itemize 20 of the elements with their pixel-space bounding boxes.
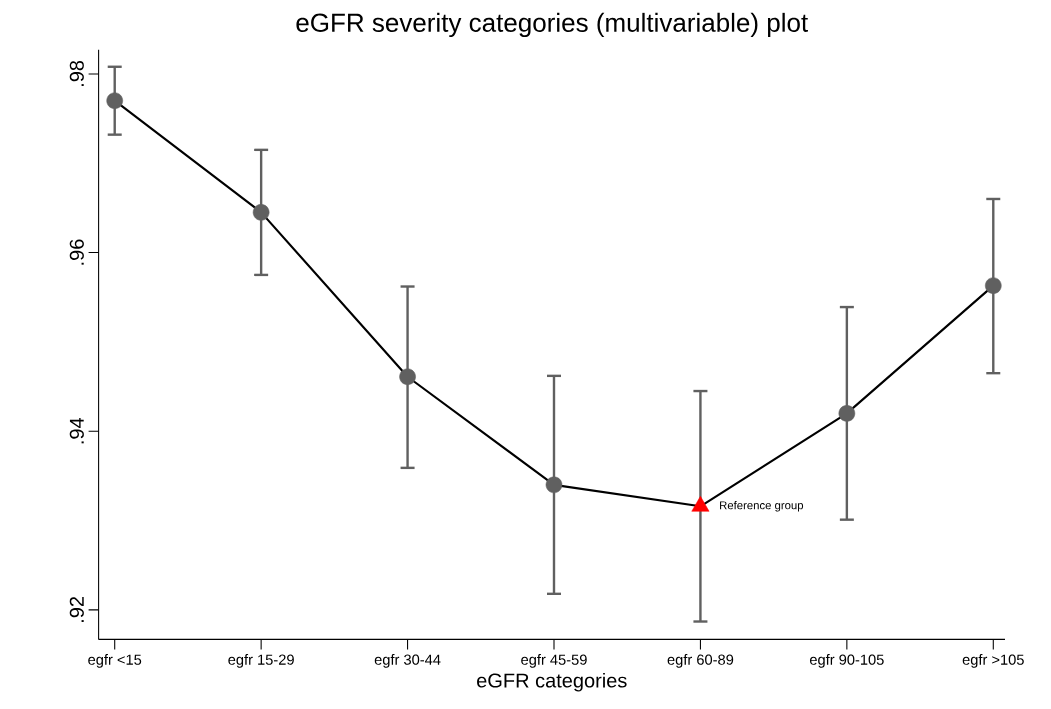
point (399, 368, 416, 386)
y-tick-label: .92 (69, 597, 84, 622)
point (106, 92, 123, 109)
point (838, 405, 856, 422)
point (985, 277, 1002, 294)
x-tick-label: egfr 90-105 (809, 654, 884, 668)
y-tick-label: .94 (69, 417, 84, 444)
x-tick-label: egfr 60-89 (667, 654, 734, 668)
x-tick-label: egfr 15-29 (228, 654, 294, 668)
x-tick-label: egfr 45-59 (521, 654, 587, 668)
x-axis-title: eGFR categories (477, 672, 627, 692)
x-tick-label: egfr <15 (88, 654, 142, 668)
x-tick-label: egfr >105 (962, 654, 1024, 668)
point (545, 476, 563, 494)
x-tick-label: egfr 30-44 (374, 654, 441, 668)
annotation: Reference group (720, 501, 804, 512)
chart-title: eGFR severity categories (multivariable) plot (296, 12, 808, 38)
point (252, 204, 270, 221)
y-tick-label: .98 (69, 60, 84, 86)
y-tick-label: .96 (69, 239, 84, 265)
